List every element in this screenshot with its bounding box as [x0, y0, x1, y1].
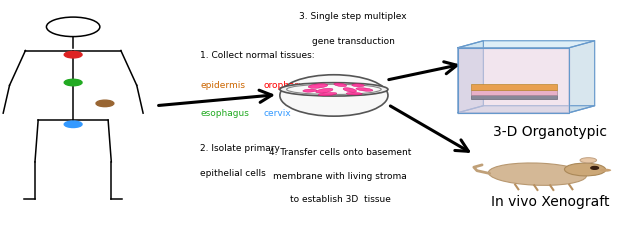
- Circle shape: [96, 101, 114, 107]
- Ellipse shape: [352, 84, 364, 88]
- FancyBboxPatch shape: [471, 90, 556, 95]
- Text: esophagus: esophagus: [200, 109, 249, 118]
- Ellipse shape: [280, 83, 388, 97]
- FancyBboxPatch shape: [471, 95, 556, 99]
- Circle shape: [64, 122, 82, 128]
- Ellipse shape: [303, 90, 317, 93]
- Text: epithelial cells: epithelial cells: [200, 169, 266, 178]
- Ellipse shape: [347, 93, 362, 96]
- Circle shape: [591, 167, 598, 170]
- FancyBboxPatch shape: [471, 85, 556, 90]
- Ellipse shape: [308, 84, 328, 89]
- Text: 4. Transfer cells onto basement: 4. Transfer cells onto basement: [269, 148, 411, 157]
- Circle shape: [64, 52, 82, 59]
- Text: In vivo Xenograft: In vivo Xenograft: [491, 194, 609, 208]
- Ellipse shape: [356, 88, 373, 92]
- Polygon shape: [458, 42, 483, 113]
- Ellipse shape: [343, 88, 357, 93]
- Ellipse shape: [287, 85, 381, 95]
- Ellipse shape: [280, 76, 388, 117]
- Text: 1. Collect normal tissues:: 1. Collect normal tissues:: [200, 51, 315, 60]
- Ellipse shape: [488, 163, 586, 185]
- Ellipse shape: [334, 84, 347, 87]
- Polygon shape: [458, 106, 595, 113]
- Ellipse shape: [600, 169, 611, 172]
- Text: 2. Isolate primary: 2. Isolate primary: [200, 143, 280, 152]
- Ellipse shape: [315, 89, 333, 94]
- Text: to establish 3D  tissue: to establish 3D tissue: [290, 194, 391, 203]
- Text: 3-D Organotypic: 3-D Organotypic: [493, 125, 607, 139]
- Polygon shape: [458, 42, 595, 49]
- Ellipse shape: [580, 158, 597, 163]
- Text: cervix: cervix: [264, 109, 292, 118]
- Text: epidermis: epidermis: [200, 81, 245, 90]
- Polygon shape: [458, 49, 569, 113]
- Text: membrane with living stroma: membrane with living stroma: [273, 171, 407, 180]
- Text: 3. Single step multiplex: 3. Single step multiplex: [299, 12, 407, 21]
- Ellipse shape: [565, 163, 605, 176]
- Ellipse shape: [318, 93, 337, 96]
- Circle shape: [64, 80, 82, 86]
- Text: gene transduction: gene transduction: [312, 37, 394, 46]
- Polygon shape: [569, 42, 595, 113]
- Text: oropharynx: oropharynx: [264, 81, 315, 90]
